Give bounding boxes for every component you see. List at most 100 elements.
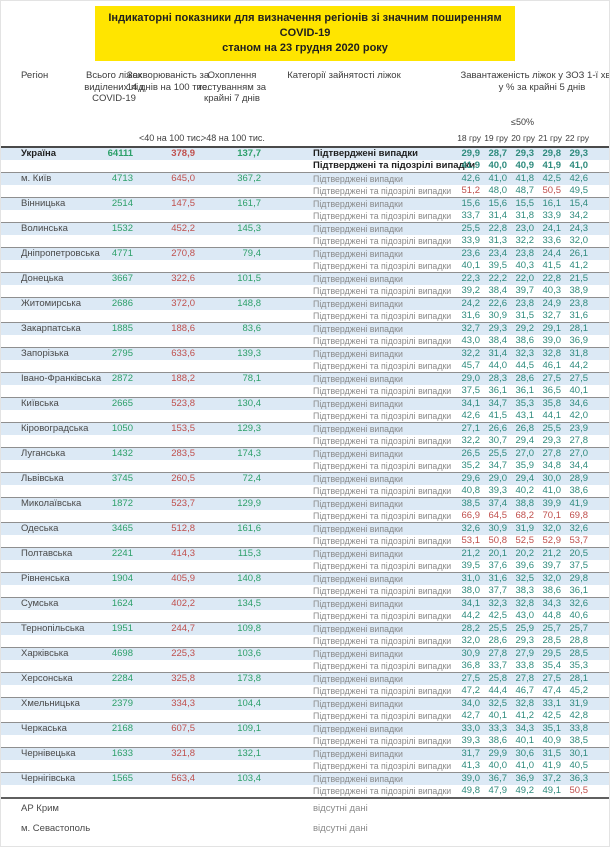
table-row-suspected: Підтверджені та підозрілі випадки 32,0 2… xyxy=(1,635,609,648)
occupancy-value: 25,7 xyxy=(542,623,562,634)
spacer-cell xyxy=(590,610,609,623)
occupancy-value: 32,0 xyxy=(542,573,562,584)
occupancy-value: 36,1 xyxy=(569,585,589,596)
spacer-cell xyxy=(590,535,609,548)
occupancy-value: 38,5 xyxy=(569,735,589,746)
occupancy-value: 28,7 xyxy=(488,148,508,159)
occupancy-value: 30,9 xyxy=(461,648,481,659)
region-name: Україна xyxy=(21,148,57,159)
spacer-cell xyxy=(590,635,609,648)
occupancy-value: 32,6 xyxy=(569,598,589,609)
spacer-cell xyxy=(590,285,609,298)
no-data-label: відсутні дані xyxy=(313,823,368,834)
occupancy-value: 24,2 xyxy=(461,298,481,309)
spacer-cell xyxy=(590,685,609,698)
table-row-confirmed: Волинська 1532 452,2 145,3 Підтверджені … xyxy=(1,222,609,236)
occupancy-value: 41,2 xyxy=(569,260,589,271)
occupancy-value: 21,5 xyxy=(569,273,589,284)
spacer-cell xyxy=(590,598,609,611)
occupancy-value: 34,6 xyxy=(569,398,589,409)
occupancy-value: 32,2 xyxy=(461,435,481,446)
testing-value: 129,9 xyxy=(237,498,261,509)
category-confirmed-label: Підтверджені випадки xyxy=(313,148,418,159)
table-row-confirmed: Сумська 1624 402,2 134,5 Підтверджені ви… xyxy=(1,597,609,611)
occupancy-value: 38,8 xyxy=(515,498,535,509)
beds-value: 1624 xyxy=(111,598,133,609)
beds-value: 2284 xyxy=(111,673,133,684)
table-row-confirmed: Дніпропетровська 4771 270,8 79,4 Підтвер… xyxy=(1,247,609,260)
category-confirmed-label: Підтверджені випадки xyxy=(313,174,403,184)
beds-value: 64111 xyxy=(107,148,133,159)
occupancy-value: 41,5 xyxy=(488,410,508,421)
beds-value: 1951 xyxy=(111,623,133,634)
occupancy-value: 33,6 xyxy=(542,235,562,246)
spacer-cell xyxy=(590,335,609,348)
spacer-cell xyxy=(590,785,609,798)
testing-value: 139,3 xyxy=(237,348,261,359)
occupancy-value: 34,7 xyxy=(488,460,508,471)
occupancy-value: 42,5 xyxy=(542,710,562,721)
occupancy-value: 40,6 xyxy=(569,610,589,621)
spacer-cell xyxy=(590,648,609,661)
occupancy-value: 23,6 xyxy=(461,248,481,259)
occupancy-value: 37,6 xyxy=(488,560,508,571)
occupancy-value: 36,9 xyxy=(515,773,535,784)
occupancy-value: 41,8 xyxy=(515,173,535,184)
occupancy-value: 37,5 xyxy=(569,560,589,571)
incidence-value: 523,7 xyxy=(171,498,195,509)
occupancy-value: 23,0 xyxy=(515,223,535,234)
spacer-cell xyxy=(590,698,609,711)
occupancy-value: 28,1 xyxy=(569,673,589,684)
occupancy-value: 22,2 xyxy=(488,273,508,284)
occupancy-value: 53,7 xyxy=(569,535,589,546)
beds-value: 2168 xyxy=(111,723,133,734)
occupancy-value: 36,3 xyxy=(569,773,589,784)
table-row-confirmed: м. Київ 4713 645,0 367,2 Підтверджені ви… xyxy=(1,172,609,185)
occupancy-value: 28,6 xyxy=(515,373,535,384)
spacer-cell xyxy=(590,223,609,236)
occupancy-value: 35,3 xyxy=(569,660,589,671)
region-name: Львівська xyxy=(21,473,64,484)
occupancy-value: 49,8 xyxy=(461,785,481,796)
occupancy-value: 41,9 xyxy=(569,498,589,509)
table-body: Україна 64111 378,9 137,7 Підтверджені в… xyxy=(1,147,609,839)
table-row-confirmed: Чернігівська 1565 563,4 103,4 Підтвердже… xyxy=(1,772,609,785)
table-row-confirmed: Рівненська 1904 405,9 140,8 Підтверджені… xyxy=(1,572,609,585)
occupancy-value: 31,4 xyxy=(488,348,508,359)
table-row-suspected: Підтверджені та підозрілі випадки 37,5 3… xyxy=(1,385,609,398)
occupancy-value: 46,1 xyxy=(542,360,562,371)
category-suspected-label: Підтверджені та підозрілі випадки xyxy=(313,461,452,471)
occupancy-value: 49,1 xyxy=(542,785,562,796)
date-header-2: 19 гру xyxy=(484,133,508,143)
region-name: Вінницька xyxy=(21,198,66,209)
incidence-value: 147,5 xyxy=(171,198,195,209)
beds-value: 3667 xyxy=(111,273,133,284)
table-row-suspected: Підтверджені та підозрілі випадки 45,7 4… xyxy=(1,360,609,373)
category-suspected-label: Підтверджені та підозрілі випадки xyxy=(313,386,452,396)
category-suspected-label: Підтверджені та підозрілі випадки xyxy=(313,160,476,171)
occupancy-value: 46,7 xyxy=(515,685,535,696)
incidence-value: 563,4 xyxy=(171,773,195,784)
col-header-category: Категорії зайнятості ліжок xyxy=(287,70,401,81)
table-row-confirmed: Черкаська 2168 607,5 109,1 Підтверджені … xyxy=(1,722,609,735)
occupancy-value: 26,8 xyxy=(515,423,535,434)
occupancy-value: 26,6 xyxy=(488,423,508,434)
category-confirmed-label: Підтверджені випадки xyxy=(313,324,403,334)
table-row-suspected: Підтверджені та підозрілі випадки 47,2 4… xyxy=(1,685,609,698)
occupancy-value: 36,7 xyxy=(488,773,508,784)
category-suspected-label: Підтверджені та підозрілі випадки xyxy=(313,186,452,196)
table-row-suspected: Підтверджені та підозрілі випадки 42,6 4… xyxy=(1,410,609,423)
beds-value: 2795 xyxy=(111,348,133,359)
occupancy-value: 31,5 xyxy=(515,310,535,321)
category-suspected-label: Підтверджені та підозрілі випадки xyxy=(313,486,452,496)
occupancy-value: 29,9 xyxy=(488,748,508,759)
spacer-cell xyxy=(590,210,609,223)
occupancy-value: 29,8 xyxy=(569,573,589,584)
table-row-confirmed: Вінницька 2514 147,5 161,7 Підтверджені … xyxy=(1,197,609,210)
beds-value: 1532 xyxy=(111,223,133,234)
incidence-value: 270,8 xyxy=(171,248,195,259)
occupancy-value: 39,5 xyxy=(461,560,481,571)
table-row-confirmed: Одеська 3465 512,8 161,6 Підтверджені ви… xyxy=(1,522,609,535)
occupancy-value: 28,2 xyxy=(461,623,481,634)
